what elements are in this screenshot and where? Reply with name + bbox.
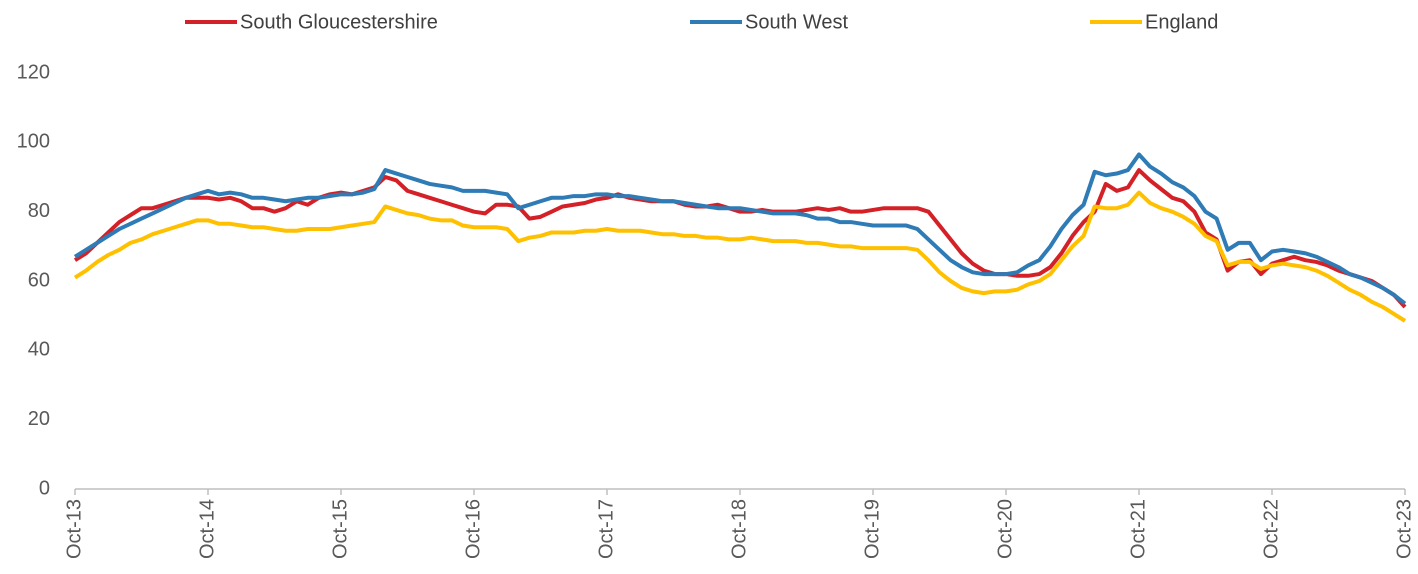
x-tick-label: Oct-13 — [63, 499, 85, 559]
x-tick-label: Oct-21 — [1127, 499, 1149, 559]
legend-label: South West — [745, 11, 848, 33]
x-tick-label: Oct-14 — [196, 499, 218, 559]
y-tick-label: 20 — [28, 408, 50, 430]
legend-label: South Gloucestershire — [240, 11, 438, 33]
y-tick-label: 80 — [28, 200, 50, 222]
x-tick-label: Oct-18 — [728, 499, 750, 559]
y-tick-label: 100 — [17, 131, 50, 153]
x-tick-label: Oct-15 — [329, 499, 351, 559]
x-tick-label: Oct-16 — [462, 499, 484, 559]
x-tick-label: Oct-20 — [994, 499, 1016, 559]
line-series — [73, 152, 1407, 306]
y-tick-label: 120 — [17, 61, 50, 83]
x-tick-label: Oct-17 — [595, 499, 617, 559]
x-tick-label: Oct-19 — [861, 499, 883, 559]
y-tick-label: 40 — [28, 339, 50, 361]
legend-label: England — [1145, 11, 1218, 33]
y-tick-label: 0 — [39, 477, 50, 499]
x-tick-label: Oct-23 — [1393, 499, 1415, 559]
line-series — [73, 190, 1407, 323]
y-tick-label: 60 — [28, 269, 50, 291]
x-tick-label: Oct-22 — [1260, 499, 1282, 559]
